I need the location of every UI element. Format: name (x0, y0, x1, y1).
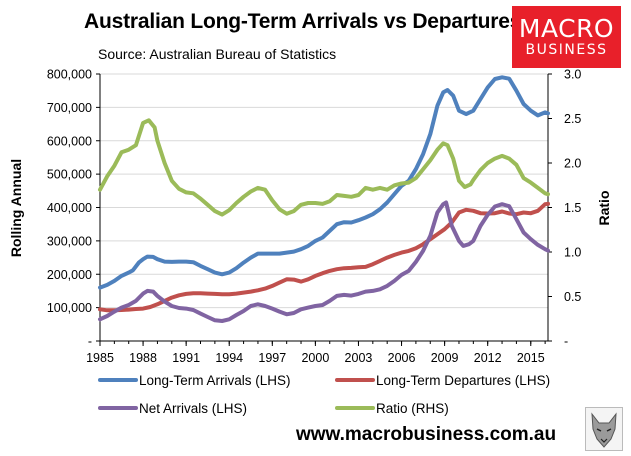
left-tick-label: 500,000 (47, 168, 92, 182)
left-tick-label: 100,000 (47, 301, 92, 315)
y2-axis-title: Ratio (596, 191, 612, 226)
series-line-arrivals (98, 75, 550, 290)
chart-title: Australian Long-Term Arrivals vs Departu… (84, 10, 522, 33)
series-line-ratio (98, 118, 550, 217)
left-tick-label: - (88, 335, 92, 349)
chart-subtitle: Source: Australian Bureau of Statistics (98, 46, 337, 62)
right-tick-label: - (564, 335, 568, 349)
right-tick-label: 0.5 (564, 290, 581, 304)
x-axis-ticks: 1985 1988 1991 1994 1997 2000 2003 2006 2009 2012… (86, 341, 546, 365)
right-axis-ticks: - 0.5 1.0 1.5 2.0 2.5 3.0 (548, 68, 581, 349)
legend-label-net-arrivals: Net Arrivals (LHS) (139, 401, 247, 416)
left-tick-label: 400,000 (47, 201, 92, 215)
x-tick-label: 1994 (215, 351, 243, 365)
website-url: www.macrobusiness.com.au (296, 424, 557, 445)
logo-line1: MACRO (518, 14, 615, 43)
legend: Long-Term Arrivals (LHS) Long-Term Depart… (98, 373, 550, 416)
legend-label-ratio: Ratio (RHS) (376, 401, 449, 416)
left-tick-label: 700,000 (47, 101, 92, 115)
left-tick-label: 800,000 (47, 68, 92, 82)
x-tick-label: 2012 (474, 351, 502, 365)
x-tick-label: 1997 (258, 351, 286, 365)
right-tick-label: 1.0 (564, 246, 581, 260)
wolf-logo-icon (585, 407, 623, 451)
legend-label-departures: Long-Term Departures (LHS) (376, 373, 550, 388)
left-axis-ticks: - 100,000 200,000 300,000 400,000 500,000 600,… (47, 68, 100, 349)
right-tick-label: 2.5 (564, 112, 581, 126)
series-line-departures (98, 201, 550, 313)
macrobusiness-logo: MACRO BUSINESS (512, 6, 621, 68)
left-tick-label: 200,000 (47, 268, 92, 282)
x-tick-label: 2006 (388, 351, 416, 365)
x-tick-label: 1985 (86, 351, 114, 365)
x-tick-label: 2003 (345, 351, 373, 365)
right-tick-label: 2.0 (564, 157, 581, 171)
x-tick-label: 2000 (301, 351, 329, 365)
logo-line2: BUSINESS (525, 42, 608, 58)
right-tick-label: 1.5 (564, 201, 581, 215)
y-axis-title: Rolling Annual (8, 159, 24, 257)
legend-label-arrivals: Long-Term Arrivals (LHS) (139, 373, 291, 388)
right-tick-label: 3.0 (564, 68, 581, 82)
series-lines (98, 75, 550, 323)
x-tick-label: 2009 (431, 351, 459, 365)
x-tick-label: 1988 (129, 351, 157, 365)
left-tick-label: 300,000 (47, 234, 92, 248)
series-line-net-arrivals (98, 200, 550, 323)
x-tick-label: 1991 (172, 351, 200, 365)
x-tick-label: 2015 (517, 351, 545, 365)
left-tick-label: 600,000 (47, 134, 92, 148)
